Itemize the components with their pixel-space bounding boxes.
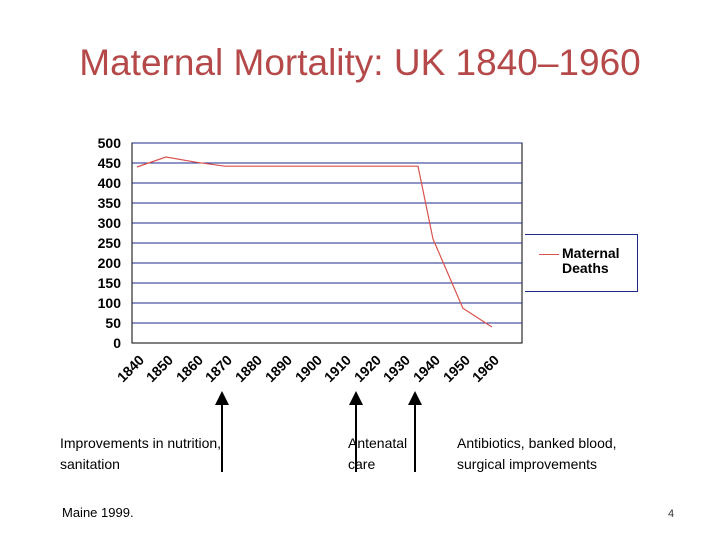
page-number: 4 (668, 508, 675, 520)
y-axis: 0 50 100 150 200 250 300 350 400 450 500 (98, 135, 122, 351)
legend-swatch (539, 254, 559, 255)
x-tick-label-1890: 1890 (262, 352, 295, 385)
x-tick-label-1960: 1960 (469, 352, 502, 385)
annotation-arrows (215, 391, 422, 472)
y-tick-label-200: 200 (98, 255, 122, 271)
x-tick-label-1910: 1910 (321, 352, 354, 385)
annotation-antenatal: Antenatal care (348, 435, 408, 472)
legend-label: Maternal Deaths (562, 245, 620, 276)
source-citation: Maine 1999. (62, 505, 134, 520)
slide-title: Maternal Mortality: UK 1840–1960 (79, 42, 641, 83)
y-tick-label-300: 300 (98, 215, 122, 231)
y-tick-label-500: 500 (98, 135, 122, 151)
y-tick-label-400: 400 (98, 175, 122, 191)
x-tick-label-1900: 1900 (292, 352, 325, 385)
x-axis: 1840185018601870188018901900191019201930… (114, 352, 502, 385)
y-tick-label-50: 50 (105, 315, 121, 331)
y-tick-label-250: 250 (98, 235, 122, 251)
annotation-nutrition: Improvements in nutrition, sanitation (60, 435, 222, 472)
x-tick-label-1880: 1880 (232, 352, 265, 385)
x-tick-label-1950: 1950 (440, 352, 473, 385)
y-tick-label-350: 350 (98, 195, 122, 211)
x-tick-label-1840: 1840 (114, 352, 147, 385)
chart-legend: Maternal Deaths (525, 234, 638, 292)
y-tick-label-150: 150 (98, 275, 122, 291)
y-tick-label-100: 100 (98, 295, 122, 311)
chart-grid (131, 142, 523, 344)
x-tick-label-1850: 1850 (143, 352, 176, 385)
x-tick-label-1860: 1860 (173, 352, 206, 385)
x-tick-label-1920: 1920 (351, 352, 384, 385)
series-line-0 (136, 156, 493, 328)
y-tick-label-450: 450 (98, 155, 122, 171)
x-tick-label-1930: 1930 (380, 352, 413, 385)
x-tick-label-1940: 1940 (410, 352, 443, 385)
annotation-antibiotics: Antibiotics, banked blood, surgical impr… (457, 435, 617, 472)
series-layer (136, 156, 493, 328)
x-tick-label-1870: 1870 (202, 352, 235, 385)
y-tick-label-0: 0 (113, 335, 121, 351)
